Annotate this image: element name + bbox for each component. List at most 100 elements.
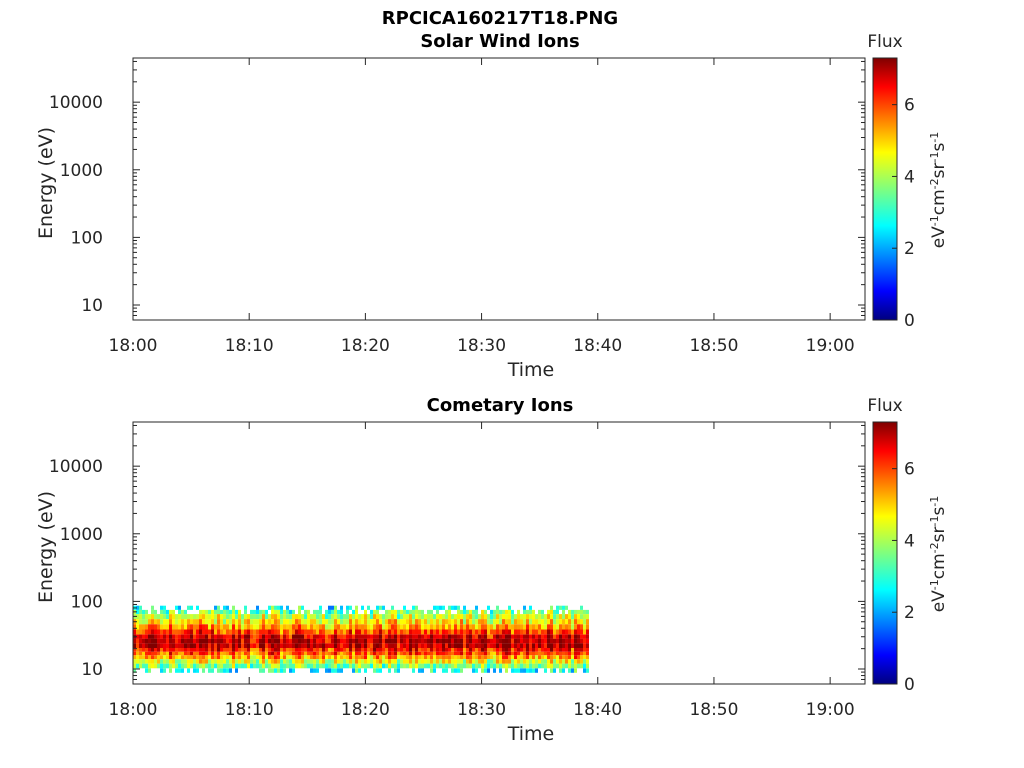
spectrogram-cell	[331, 648, 334, 652]
spectrogram-cell	[424, 643, 427, 648]
spectrogram-cell	[286, 624, 289, 630]
spectrogram-cell	[205, 614, 208, 619]
spectrogram-cell	[271, 651, 274, 656]
spectrogram-cell	[403, 614, 406, 619]
spectrogram-cell	[433, 614, 436, 619]
spectrogram-cell	[214, 629, 217, 635]
spectrogram-cell	[265, 634, 268, 639]
spectrogram-cell	[277, 629, 280, 635]
spectrogram-cell	[586, 651, 589, 656]
spectrogram-cell	[523, 614, 526, 619]
spectrogram-cell	[238, 629, 241, 635]
spectrogram-cell	[352, 668, 355, 673]
spectrogram-cell	[418, 614, 421, 619]
spectrogram-cell	[169, 624, 172, 630]
spectrogram-cell	[571, 648, 574, 652]
spectrogram-cell	[301, 648, 304, 652]
spectrogram-cell	[403, 655, 406, 660]
spectrogram-cell	[556, 624, 559, 630]
spectrogram-cell	[136, 659, 139, 664]
spectrogram-cell	[274, 648, 277, 652]
spectrogram-cell	[535, 624, 538, 630]
spectrogram-cell	[175, 638, 178, 644]
spectrogram-cell	[268, 629, 271, 635]
spectrogram-cell	[355, 651, 358, 656]
spectrogram-cell	[241, 619, 244, 625]
spectrogram-cell	[343, 651, 346, 656]
spectrogram-cell	[172, 609, 175, 615]
spectrogram-cell	[235, 648, 238, 652]
spectrogram-cell	[205, 638, 208, 644]
spectrogram-cell	[175, 659, 178, 664]
spectrogram-cell	[163, 624, 166, 630]
spectrogram-cell	[403, 609, 406, 615]
spectrogram-cell	[493, 655, 496, 660]
spectrogram-cell	[499, 609, 502, 615]
spectrogram-cell	[226, 648, 229, 652]
y-axis-label: Energy (eV)	[35, 491, 57, 603]
spectrogram-cell	[388, 651, 391, 656]
spectrogram-cell	[346, 648, 349, 652]
spectrogram-cell	[415, 605, 418, 610]
spectrogram-cell	[445, 614, 448, 619]
spectrogram-cell	[352, 634, 355, 639]
spectrogram-cell	[487, 651, 490, 656]
spectrogram-cell	[355, 614, 358, 619]
spectrogram-cell	[211, 619, 214, 625]
spectrogram-cell	[403, 663, 406, 669]
spectrogram-cell	[487, 605, 490, 610]
spectrogram-cell	[208, 663, 211, 669]
spectrogram-cell	[136, 629, 139, 635]
spectrogram-cell	[562, 643, 565, 648]
spectrogram-cell	[139, 624, 142, 630]
spectrogram-cell	[481, 638, 484, 644]
spectrogram-cell	[166, 651, 169, 656]
spectrogram-cell	[454, 605, 457, 610]
colorbar-tick-label: 0	[904, 675, 915, 695]
spectrogram-cell	[460, 614, 463, 619]
spectrogram-cell	[505, 668, 508, 673]
spectrogram-cell	[295, 651, 298, 656]
spectrogram-cell	[559, 629, 562, 635]
spectrogram-cell	[226, 655, 229, 660]
spectrogram-cell	[565, 663, 568, 669]
spectrogram-cell	[436, 629, 439, 635]
spectrogram-cell	[394, 614, 397, 619]
spectrogram-cell	[160, 643, 163, 648]
spectrogram-cell	[370, 614, 373, 619]
spectrogram-cell	[502, 638, 505, 644]
spectrogram-cell	[415, 638, 418, 644]
spectrogram-cell	[415, 614, 418, 619]
spectrogram-cell	[412, 629, 415, 635]
spectrogram-cell	[220, 614, 223, 619]
spectrogram-cell	[259, 643, 262, 648]
spectrogram-cell	[151, 634, 154, 639]
spectrogram-cell	[442, 619, 445, 625]
spectrogram-cell	[493, 643, 496, 648]
spectrogram-cell	[175, 614, 178, 619]
spectrogram-cell	[151, 663, 154, 669]
spectrogram-cell	[292, 624, 295, 630]
spectrogram-cell	[583, 624, 586, 630]
spectrogram-cell	[316, 609, 319, 615]
spectrogram-cell	[337, 638, 340, 644]
spectrogram-cell	[448, 659, 451, 664]
spectrogram-cell	[475, 614, 478, 619]
spectrogram-cell	[499, 643, 502, 648]
spectrogram-cell	[361, 634, 364, 639]
spectrogram-cell	[154, 624, 157, 630]
spectrogram-cell	[256, 605, 259, 610]
spectrogram-cell	[277, 619, 280, 625]
spectrogram-cell	[346, 619, 349, 625]
spectrogram-cell	[457, 629, 460, 635]
spectrogram-cell	[247, 629, 250, 635]
spectrogram-cell	[295, 619, 298, 625]
spectrogram-cell	[463, 659, 466, 664]
spectrogram-cell	[142, 663, 145, 669]
spectrogram-cell	[229, 651, 232, 656]
spectrogram-cell	[457, 655, 460, 660]
spectrogram-cell	[505, 655, 508, 660]
spectrogram-cell	[304, 663, 307, 669]
spectrogram-cell	[367, 624, 370, 630]
spectrogram-cell	[253, 624, 256, 630]
